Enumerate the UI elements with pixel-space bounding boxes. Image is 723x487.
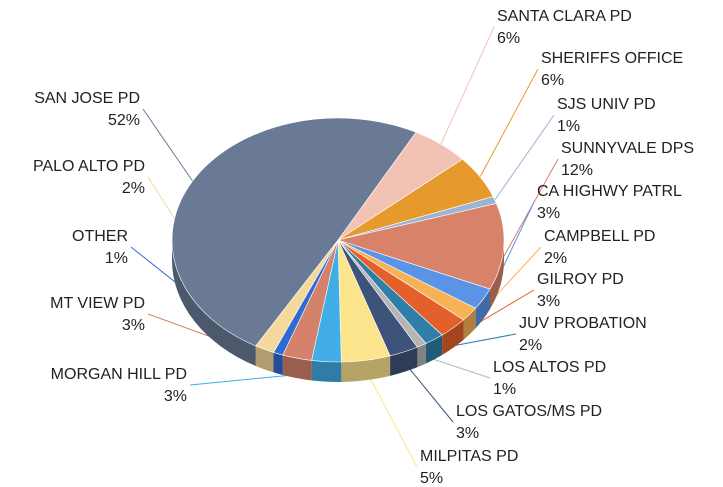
leader-line <box>365 370 418 468</box>
value-label: 1% <box>557 118 580 135</box>
value-label: 12% <box>561 162 593 179</box>
slice-side <box>273 352 283 376</box>
slice-side <box>255 345 274 373</box>
value-label: 6% <box>541 72 564 89</box>
value-label: 3% <box>456 425 479 442</box>
slice <box>336 203 505 290</box>
category-label: SUNNYVALE DPS <box>561 140 694 157</box>
category-label: SJS UNIV PD <box>557 96 656 113</box>
leader-line <box>494 114 555 201</box>
category-label: SANTA CLARA PD <box>497 8 632 25</box>
slice-side <box>442 319 464 356</box>
category-label: OTHER <box>72 228 128 245</box>
value-label: 3% <box>164 388 187 405</box>
leader-line <box>440 26 495 145</box>
slice-side <box>282 355 312 381</box>
category-label: SAN JOSE PD <box>34 90 140 107</box>
category-label: MILPITAS PD <box>420 448 518 465</box>
value-label: 2% <box>122 180 145 197</box>
value-label: 3% <box>537 205 560 222</box>
slice-side <box>341 355 391 382</box>
slice-side <box>425 335 443 364</box>
category-label: SHERIFFS OFFICE <box>541 50 683 67</box>
category-label: JUV PROBATION <box>519 315 647 332</box>
slice-side <box>489 240 504 310</box>
leader-line <box>479 68 539 178</box>
slice-side <box>475 289 490 329</box>
value-label: 6% <box>497 30 520 47</box>
category-label: CA HIGHWY PATRL <box>537 183 682 200</box>
leader-line <box>403 361 454 423</box>
category-label: PALO ALTO PD <box>33 158 145 175</box>
slice <box>171 117 417 347</box>
category-label: MT VIEW PD <box>50 295 145 312</box>
value-label: 2% <box>544 250 567 267</box>
category-label: CAMPBELL PD <box>544 228 655 245</box>
value-label: 2% <box>519 337 542 354</box>
category-label: GILROY PD <box>537 271 624 288</box>
value-label: 5% <box>420 470 443 487</box>
value-label: 52% <box>108 112 140 129</box>
category-label: LOS GATOS/MS PD <box>456 403 602 420</box>
leader-line <box>142 108 194 182</box>
slice-side <box>172 240 256 366</box>
value-label: 1% <box>493 381 516 398</box>
slice-side <box>463 308 476 340</box>
category-label: LOS ALTOS PD <box>493 359 606 376</box>
value-label: 3% <box>122 317 145 334</box>
value-label: 1% <box>105 250 128 267</box>
value-label: 3% <box>537 293 560 310</box>
category-label: MORGAN HILL PD <box>51 366 187 383</box>
slice-side <box>417 343 426 368</box>
slice-side <box>311 360 342 383</box>
